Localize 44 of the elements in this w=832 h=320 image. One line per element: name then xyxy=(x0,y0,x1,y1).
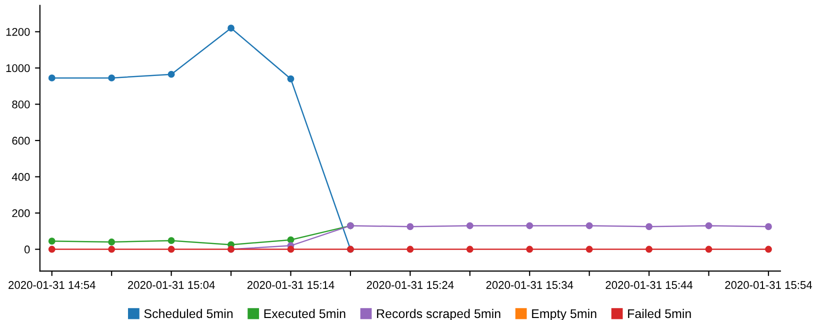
point xyxy=(168,246,175,253)
point xyxy=(705,246,712,253)
point xyxy=(287,246,294,253)
point xyxy=(228,24,234,32)
x-tick-label: 2020-01-31 15:24 xyxy=(366,281,454,289)
y-tick-label: 400 xyxy=(12,173,30,181)
point xyxy=(466,246,474,253)
x-tick-label: 2020-01-31 15:34 xyxy=(486,281,574,289)
point xyxy=(48,238,56,245)
x-tick-label: 2020-01-31 15:54 xyxy=(725,281,812,289)
point xyxy=(168,70,175,78)
legend-label: Executed 5min xyxy=(264,308,346,318)
point xyxy=(168,237,175,244)
point xyxy=(48,246,56,253)
point xyxy=(765,223,772,230)
point xyxy=(526,246,534,253)
point xyxy=(765,246,772,253)
y-tick-label: 800 xyxy=(12,100,30,108)
y-tick-label: 1200 xyxy=(6,28,30,36)
point xyxy=(586,222,593,230)
point xyxy=(406,246,414,253)
point xyxy=(586,246,593,253)
point xyxy=(287,75,294,82)
point xyxy=(466,222,474,230)
point xyxy=(526,222,534,230)
point xyxy=(646,223,653,230)
point xyxy=(108,74,116,82)
x-tick-label: 2020-01-31 15:14 xyxy=(247,281,334,289)
x-tick-label: 2020-01-31 15:04 xyxy=(128,281,215,289)
x-tick-label: 2020-01-31 15:44 xyxy=(606,281,693,289)
point xyxy=(705,222,712,230)
point xyxy=(108,238,116,246)
x-tick-label: 2020-01-31 14:54 xyxy=(8,281,96,289)
y-tick-label: 200 xyxy=(12,209,30,218)
legend-label: Failed 5min xyxy=(628,308,691,318)
point xyxy=(108,246,116,253)
y-tick-label: 0 xyxy=(24,246,30,254)
point xyxy=(48,74,56,82)
y-tick-label: 1000 xyxy=(6,64,30,72)
y-tick-label: 600 xyxy=(12,136,30,145)
legend-label: Scheduled 5min xyxy=(144,308,233,318)
point xyxy=(646,246,653,253)
point xyxy=(406,223,414,230)
point xyxy=(287,236,294,244)
